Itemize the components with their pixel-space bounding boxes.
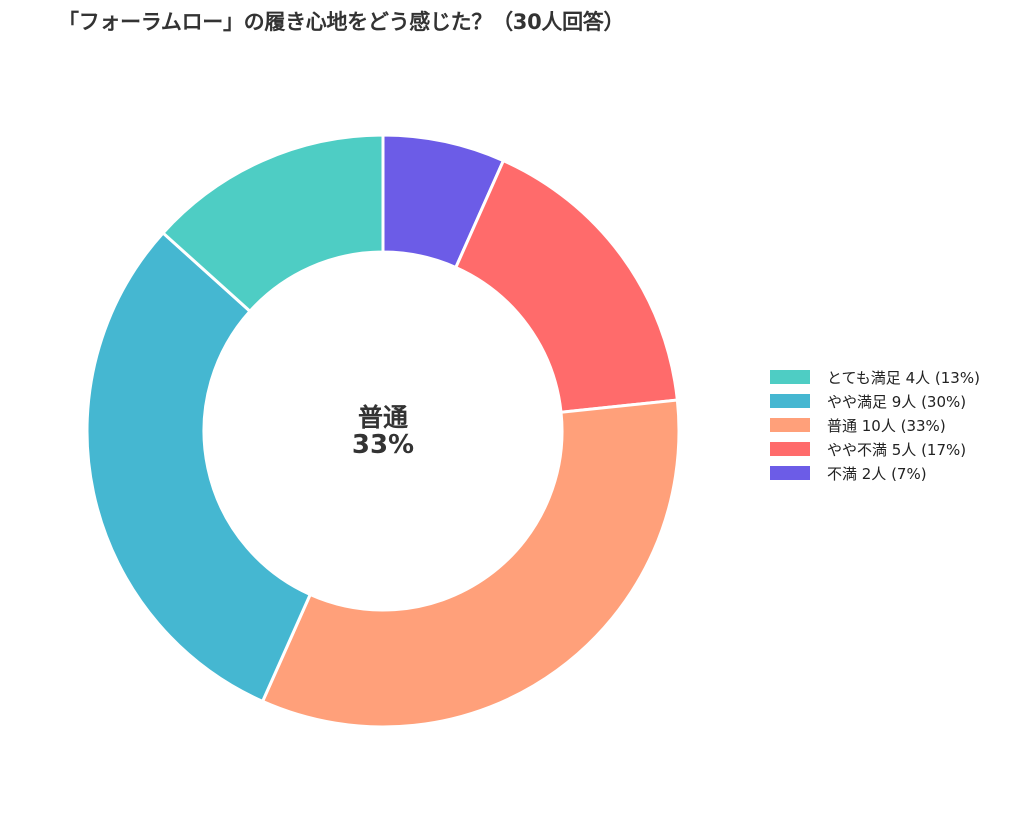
chart-title: 「フォーラムロー」の履き心地をどう感じた？（30人回答）	[58, 10, 625, 34]
donut-slice-3	[260, 398, 681, 729]
legend-item: とても満足 4人 (13%)	[770, 365, 980, 389]
legend-label: 不満 2人 (7%)	[827, 464, 927, 483]
legend-label: やや不満 5人 (17%)	[827, 440, 967, 459]
donut-slice-2	[85, 230, 313, 704]
legend-label: 普通 10人 (33%)	[827, 416, 946, 435]
legend-item: 不満 2人 (7%)	[770, 461, 980, 485]
legend-label: とても満足 4人 (13%)	[827, 368, 980, 387]
legend-item: やや不満 5人 (17%)	[770, 437, 980, 461]
center-percent-label: 33%	[351, 430, 415, 460]
legend-swatch	[770, 370, 810, 384]
legend-swatch	[770, 418, 810, 432]
legend-swatch	[770, 466, 810, 480]
legend-swatch	[770, 394, 810, 408]
center-category-label: 普通	[357, 403, 408, 432]
legend-item: やや満足 9人 (30%)	[770, 389, 980, 413]
legend: とても満足 4人 (13%) やや満足 9人 (30%) 普通 10人 (33%…	[770, 365, 980, 485]
donut-slice-1	[160, 133, 385, 314]
legend-item: 普通 10人 (33%)	[770, 413, 980, 437]
donut-slice-4	[453, 158, 680, 414]
legend-label: やや満足 9人 (30%)	[827, 392, 967, 411]
legend-swatch	[770, 442, 810, 456]
